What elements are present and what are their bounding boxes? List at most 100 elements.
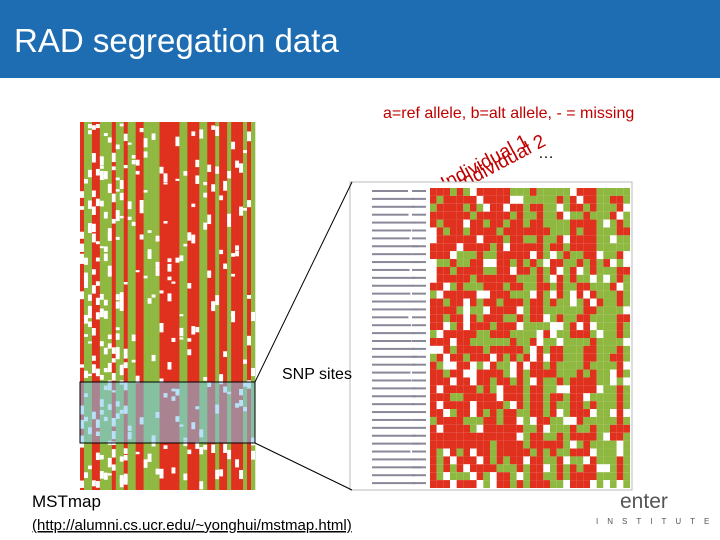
missing-speck — [80, 480, 84, 488]
genotype-cell — [623, 203, 630, 212]
genotype-cell — [516, 345, 524, 354]
genotype-cell — [470, 393, 477, 402]
genotype-cell — [456, 243, 464, 252]
slide-title: RAD segregation data — [14, 22, 339, 59]
genotype-cell — [616, 353, 624, 362]
genotype-cell — [443, 456, 450, 465]
genotype-cell — [583, 416, 590, 425]
genotype-cell — [450, 480, 457, 488]
genotype-cell — [570, 251, 577, 260]
genotype-cell — [483, 353, 490, 362]
genotype-cell — [590, 211, 597, 220]
genotype-cell — [530, 377, 537, 386]
genotype-cell — [516, 409, 524, 417]
genotype-cell — [476, 211, 484, 220]
genotype-cell — [490, 266, 497, 275]
genotype-cell — [530, 219, 537, 228]
genotype-cell — [543, 235, 550, 244]
genotype-cell — [503, 298, 510, 307]
missing-speck — [83, 178, 88, 184]
missing-speck — [251, 311, 255, 322]
missing-speck — [215, 295, 220, 306]
missing-speck — [187, 338, 192, 342]
genotype-cell — [590, 219, 597, 228]
genotype-cell — [576, 314, 584, 323]
genotype-cell — [483, 377, 490, 386]
genotype-column — [203, 122, 208, 490]
genotype-cell — [603, 251, 610, 260]
genotype-cell — [483, 330, 490, 338]
missing-speck — [163, 445, 168, 449]
genotype-cell — [623, 227, 630, 236]
genotype-cell — [450, 361, 457, 370]
genotype-cell — [516, 401, 524, 410]
genotype-cell — [583, 361, 590, 370]
missing-speck — [123, 475, 128, 483]
genotype-cell — [450, 235, 457, 244]
sheet-text-line — [412, 197, 426, 200]
genotype-cell — [583, 243, 590, 252]
genotype-cell — [616, 203, 624, 212]
genotype-column — [243, 122, 248, 490]
genotype-cell — [483, 235, 490, 244]
genotype-cell — [616, 290, 624, 299]
missing-speck — [115, 212, 120, 222]
sheet-text-line — [412, 411, 426, 414]
genotype-cell — [470, 338, 477, 346]
genotype-cell — [476, 385, 484, 394]
genotype-cell — [563, 472, 570, 481]
genotype-cell — [623, 424, 630, 433]
genotype-cell — [516, 282, 524, 291]
genotype-cell — [523, 338, 530, 346]
missing-speck — [95, 241, 100, 245]
genotype-cell — [596, 251, 604, 260]
genotype-cell — [616, 251, 624, 260]
genotype-cell — [543, 274, 550, 283]
genotype-cell — [503, 440, 510, 449]
genotype-cell — [596, 345, 604, 354]
genotype-cell — [623, 409, 630, 417]
genotype-cell — [516, 251, 524, 260]
genotype-cell — [550, 314, 557, 323]
genotype-cell — [436, 480, 444, 488]
genotype-cell — [503, 235, 510, 244]
missing-speck — [235, 245, 240, 251]
genotype-column — [247, 122, 252, 490]
genotype-cell — [476, 472, 484, 481]
genotype-cell — [490, 227, 497, 236]
genotype-cell — [563, 377, 570, 386]
sheet-text-line — [412, 332, 426, 335]
genotype-cell — [550, 369, 557, 378]
genotype-cell — [576, 448, 584, 457]
genotype-cell — [503, 330, 510, 338]
genotype-cell — [590, 330, 597, 338]
genotype-cell — [503, 393, 510, 402]
missing-speck — [95, 368, 100, 374]
genotype-cell — [536, 259, 544, 267]
genotype-cell — [576, 322, 584, 331]
missing-speck — [119, 123, 124, 127]
missing-speck — [80, 364, 84, 368]
genotype-cell — [456, 203, 464, 212]
genotype-cell — [616, 211, 624, 220]
sheet-text-line — [412, 284, 426, 287]
sheet-text-line — [412, 458, 426, 461]
genotype-cell — [456, 440, 464, 449]
genotype-cell — [603, 306, 610, 315]
sheet-text-line — [412, 426, 426, 429]
genotype-cell — [616, 393, 624, 402]
footer-link[interactable]: (http://alumni.cs.ucr.edu/~yonghui/mstma… — [32, 517, 352, 534]
genotype-cell — [430, 424, 437, 433]
genotype-cell — [450, 385, 457, 394]
missing-speck — [243, 150, 248, 154]
genotype-cell — [623, 219, 630, 228]
genotype-cell — [443, 361, 450, 370]
genotype-cell — [476, 369, 484, 378]
genotype-cell — [496, 409, 504, 417]
genotype-cell — [576, 345, 584, 354]
genotype-cell — [456, 448, 464, 457]
missing-speck — [211, 184, 216, 192]
genotype-cell — [490, 401, 497, 410]
genotype-cell — [436, 424, 444, 433]
genotype-cell — [490, 361, 497, 370]
